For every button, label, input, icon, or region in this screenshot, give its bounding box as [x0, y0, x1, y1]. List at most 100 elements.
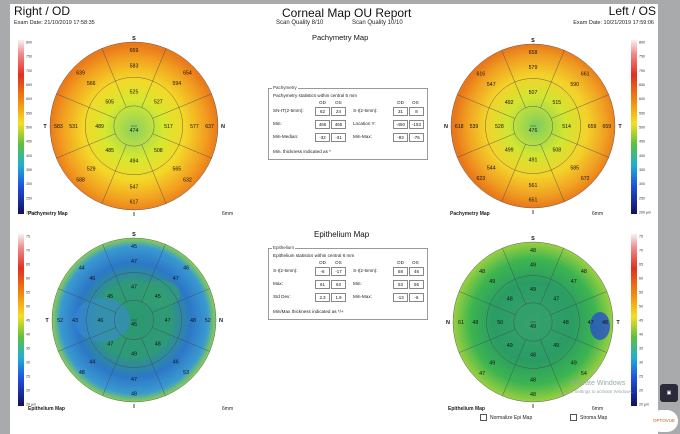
- epithelium-unit-od: 6mm: [222, 406, 234, 412]
- epithelium-thin-zone-od: [74, 298, 130, 342]
- epi-col-os: OS: [335, 260, 342, 265]
- epi-os-middle-value: 48: [472, 320, 478, 326]
- pach-os-inner-value: 491: [529, 157, 538, 163]
- pach-od-spoke: [101, 144, 127, 204]
- epi-os-middle-value: 49: [571, 361, 577, 367]
- pach-od-right-label: N: [221, 124, 225, 130]
- epi-od-outer-value: 48: [131, 392, 137, 398]
- pach-od-middle-value: 531: [69, 124, 78, 130]
- pach-os-spoke: [551, 94, 609, 119]
- epi-col-od: OD: [319, 260, 326, 265]
- epithelium-stat-value-os: -17: [331, 267, 346, 276]
- pach-os-spoke: [501, 144, 526, 202]
- epi-od-ring: [114, 300, 154, 340]
- pach-scale-os-tick: 450: [639, 140, 645, 144]
- pachymetry-stats-legend: Pachymetry: [272, 85, 298, 90]
- pach-os-inner-value: 515: [552, 100, 561, 106]
- normalize-epi-map-checkbox[interactable]: Normalize Epi Map: [480, 414, 532, 421]
- epi-os-outer-value: 54: [581, 371, 587, 377]
- epi-os-middle-value: 49: [489, 279, 495, 285]
- pachymetry-stat-value-os: -153: [409, 120, 424, 129]
- pach-os-outer-value: 661: [581, 72, 590, 78]
- stroma-map-checkbox[interactable]: Stroma Map: [570, 414, 607, 421]
- pach-os-middle-value: 547: [487, 82, 496, 88]
- epi-od-middle-value: 46: [89, 276, 95, 282]
- epi-scale-od-tick: 55: [26, 291, 30, 295]
- pachymetry-stat-value-od: -93: [393, 133, 408, 142]
- checkbox-icon: [570, 414, 577, 421]
- epi-od-outer-value: 45: [131, 244, 137, 250]
- epi-od-inferior-label: I: [133, 404, 135, 410]
- epi-od-outer-value: 48: [79, 370, 85, 376]
- pachymetry-stat-row-label: SN-IT(2-5mm):: [273, 108, 304, 113]
- epithelium-stats-note: Min/Max thickness indicated as */+: [273, 309, 344, 314]
- epi-os-outer-value: 48: [479, 269, 485, 275]
- epi-od-spoke: [58, 327, 116, 352]
- app-icon[interactable]: ▣: [660, 384, 678, 402]
- pach-scale-od-tick: 550: [26, 111, 32, 115]
- optovue-logo: OPTOVUE: [650, 410, 678, 432]
- pachymetry-stats-subtitle: Pachymetry statistics within central 5 m…: [273, 93, 357, 98]
- epi-scale-od-tick: 45: [26, 319, 30, 323]
- epi-scale-od-tick: 20 µm: [26, 403, 36, 407]
- epi-scale-od-tick: 40: [26, 333, 30, 337]
- epi-os-spoke: [459, 291, 516, 315]
- epithelium-stat-value-os: 1.9: [331, 293, 346, 302]
- epi-od-center-value: 45: [131, 322, 137, 328]
- epi-os-spoke: [550, 291, 607, 315]
- pach-os-outer-value: 618: [455, 124, 464, 130]
- pach-os-inferior-label: I: [532, 210, 534, 216]
- epithelium-stat-value-od: -13: [393, 293, 408, 302]
- epi-os-inner-value: 49: [507, 343, 513, 349]
- report-sheet: Right / OD Exam Date: 21/10/2019 17:58:3…: [10, 4, 658, 434]
- epi-scale-os-tick: 65: [639, 263, 643, 267]
- pach-od-spoke: [101, 48, 127, 108]
- pach-od-middle-value: 583: [130, 63, 139, 69]
- normalize-label: Normalize Epi Map: [490, 414, 533, 421]
- pachymetry-map-label-os: Pachymetry Map: [450, 211, 490, 217]
- epi-od-spoke: [152, 327, 210, 352]
- epi-os-superior-label: S: [531, 236, 535, 242]
- pach-od-middle-value: 565: [172, 167, 181, 173]
- pach-od-middle-value: 529: [87, 167, 96, 173]
- epi-od-inner-value: 45: [107, 294, 113, 300]
- pach-scale-od-tick: 450: [26, 140, 32, 144]
- pach-os-middle-value: 659: [588, 124, 597, 130]
- pachymetry-scale-os: [631, 40, 637, 214]
- pachymetry-stat-value-os: 8: [409, 107, 424, 116]
- epithelium-stat-value-od: 2.3: [315, 293, 330, 302]
- epi-os-ring: [486, 275, 580, 369]
- epithelium-map-label-od: Epithelium Map: [28, 406, 65, 412]
- epi-os-outer-value: 48: [530, 392, 536, 398]
- epi-scale-os-tick: 50: [639, 305, 643, 309]
- epithelium-stats-legend: Epithelium: [272, 245, 296, 250]
- epithelium-stats-subtitle: Epithelium statistics within central 6 m…: [273, 253, 355, 258]
- pach-od-spoke: [141, 48, 167, 108]
- pach-scale-os-tick: 800: [639, 41, 645, 45]
- right-eye-title: Right / OD: [14, 4, 71, 18]
- pach-scale-od-tick: 350: [26, 168, 32, 172]
- epithelium-section-title: Epithelium Map: [314, 230, 370, 239]
- pach-scale-od-tick: 600: [26, 97, 32, 101]
- pachymetry-stat-row-label: Min-Max:: [353, 134, 372, 139]
- epi-os-inner-value: 49: [553, 343, 559, 349]
- pach-od-inner-value: 508: [154, 148, 163, 154]
- epi-scale-od-tick: 50: [26, 305, 30, 309]
- epi-od-spoke: [58, 288, 116, 313]
- epi-od-spoke: [152, 288, 210, 313]
- pach-os-outer-value: 658: [529, 50, 538, 56]
- pach-od-outer-value: 654: [183, 70, 192, 76]
- pach-os-middle-value: 544: [487, 166, 496, 172]
- pachymetry-stat-value-os: -76: [409, 133, 424, 142]
- pachymetry-stat-value-od: -32: [315, 133, 330, 142]
- epi-os-spoke: [459, 329, 516, 353]
- pach-os-spoke: [551, 133, 609, 158]
- pach-os-inner-value: 514: [562, 124, 571, 130]
- epi-os-outer-value: 61: [458, 320, 464, 326]
- epithelium-patch-od: [140, 280, 180, 308]
- col-od-right: OD: [397, 100, 404, 105]
- epi-scale-os-tick: 75: [639, 235, 643, 239]
- report-title: Corneal Map OU Report: [282, 6, 412, 20]
- pach-scale-os-tick: 200 µm: [639, 211, 651, 215]
- epi-od-middle-value: 47: [131, 377, 137, 383]
